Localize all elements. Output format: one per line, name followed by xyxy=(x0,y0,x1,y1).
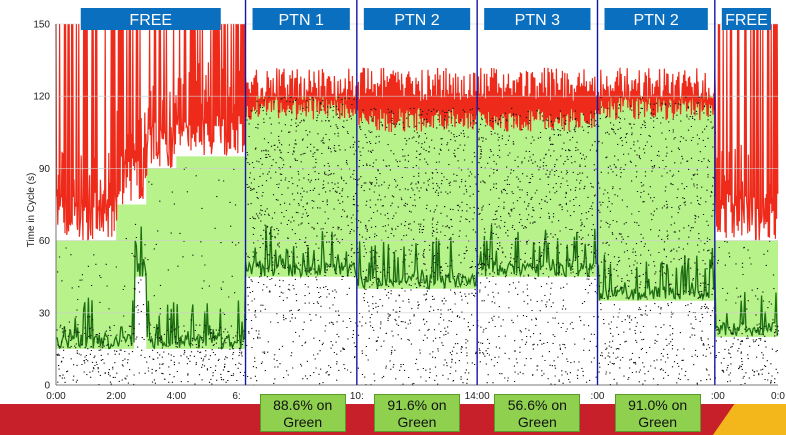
green-start-line xyxy=(55,225,778,350)
y-tick-label: 90 xyxy=(39,164,51,175)
percent-on-green-callout: 88.6% on Green xyxy=(259,394,346,432)
callout-line-1: 56.6% on xyxy=(507,397,567,413)
percent-on-green-callout: 91.0% on Green xyxy=(614,394,701,432)
period-label-box xyxy=(252,8,350,30)
period-label: PTN 2 xyxy=(394,12,439,29)
callout-line-1: 91.6% on xyxy=(387,397,447,413)
x-tick-label: 0:00 xyxy=(46,391,66,402)
y-tick-label: 150 xyxy=(33,20,50,31)
x-tick-label: 0:0 xyxy=(771,391,785,402)
period-markers: FREE PTN 1 PTN 2 PTN 3 PTN 2 FREE xyxy=(80,0,771,385)
x-tick-label: 6: xyxy=(232,391,240,402)
y-tick-label: 0 xyxy=(44,381,50,392)
period-label-box xyxy=(80,8,221,30)
vehicle-arrival-points xyxy=(56,95,779,386)
period-label: FREE xyxy=(129,12,172,29)
period-label-box xyxy=(721,8,771,30)
period-label-box xyxy=(604,8,708,30)
percent-on-green-callout: 91.6% on Green xyxy=(374,394,460,432)
x-tick-label: 2:00 xyxy=(106,391,126,402)
period-label: FREE xyxy=(725,12,768,29)
callout-line-2: Green xyxy=(283,414,323,430)
period-label: PTN 3 xyxy=(515,12,560,29)
x-tick-label: 14:00 xyxy=(465,391,490,402)
y-tick-label: 60 xyxy=(39,236,51,247)
y-tick-label: 30 xyxy=(39,308,51,319)
x-tick-label: 4:00 xyxy=(167,391,187,402)
green-start-series xyxy=(55,225,778,350)
callout-line-2: Green xyxy=(397,414,437,430)
callout-line-1: 88.6% on xyxy=(273,397,333,413)
callout-line-2: Green xyxy=(638,414,678,430)
x-tick-label: 10: xyxy=(350,391,364,402)
x-tick-label: :00 xyxy=(591,391,605,402)
y-tick-label: 120 xyxy=(33,92,50,103)
y-axis-label: Time in Cycle (s) xyxy=(26,173,37,248)
x-tick-label: :00 xyxy=(711,391,725,402)
period-label: PTN 2 xyxy=(633,12,678,29)
arrival-dots xyxy=(56,95,779,386)
callout-line-1: 91.0% on xyxy=(628,397,688,413)
percent-on-green-callout: 56.6% on Green xyxy=(494,394,581,432)
period-label-box xyxy=(363,8,471,30)
callout-line-2: Green xyxy=(517,414,557,430)
axes: 0 30 60 90 120 150 0:00 2:00 4:00 6: 10: 14:00 :00 :0… xyxy=(33,20,785,403)
period-label-box xyxy=(484,8,591,30)
period-label: PTN 1 xyxy=(279,12,324,29)
